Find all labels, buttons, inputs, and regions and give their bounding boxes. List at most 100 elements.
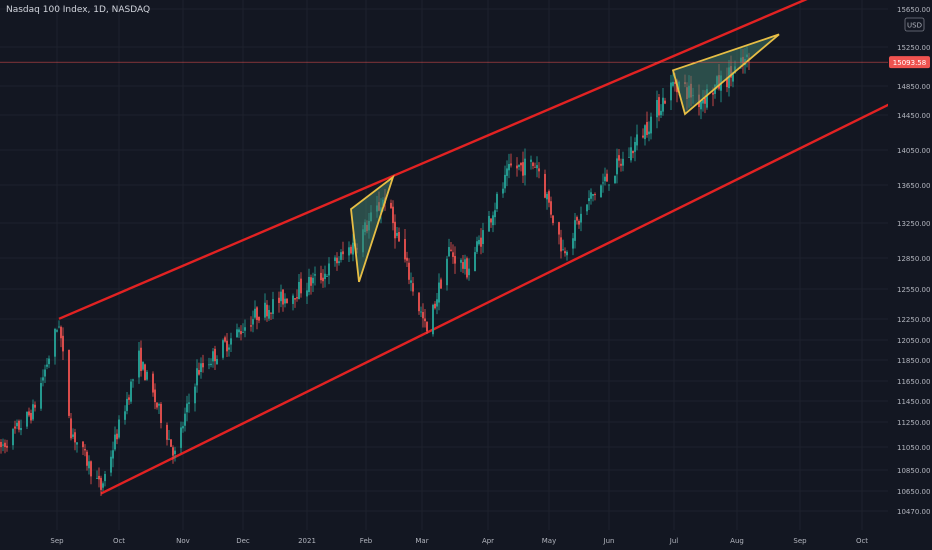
candle bbox=[4, 439, 6, 454]
candle bbox=[174, 446, 176, 462]
candle bbox=[308, 268, 310, 296]
candle bbox=[280, 284, 282, 308]
candle bbox=[450, 241, 452, 252]
candle bbox=[168, 430, 170, 441]
candle bbox=[606, 169, 608, 182]
candle bbox=[656, 90, 658, 129]
price-axis-label: 14450.00 bbox=[897, 112, 930, 120]
candle bbox=[438, 273, 440, 311]
candle bbox=[530, 155, 532, 170]
candle bbox=[328, 257, 330, 285]
candle bbox=[222, 338, 224, 360]
candle bbox=[614, 175, 616, 184]
wedge-triangle[interactable] bbox=[671, 33, 780, 116]
price-axis-label: 11650.00 bbox=[897, 378, 930, 386]
candle bbox=[236, 323, 238, 339]
candle bbox=[72, 428, 74, 439]
candle bbox=[124, 405, 126, 425]
candle bbox=[240, 325, 242, 341]
candle bbox=[138, 342, 140, 384]
candle bbox=[98, 467, 100, 488]
candle bbox=[586, 204, 588, 216]
candle bbox=[636, 124, 638, 151]
candle bbox=[550, 196, 552, 218]
time-axis[interactable]: Sep Oct Nov Dec 2021 Feb Mar Apr May Jun Jul Aug Sep… bbox=[50, 537, 868, 545]
candle bbox=[212, 348, 214, 368]
candle bbox=[84, 444, 86, 457]
candle bbox=[334, 255, 336, 267]
price-axis-label: 11850.00 bbox=[897, 357, 930, 365]
candle bbox=[390, 199, 392, 209]
grid-lines bbox=[0, 0, 888, 530]
candle bbox=[522, 151, 524, 184]
candle bbox=[562, 239, 564, 251]
candle bbox=[504, 165, 506, 193]
candle bbox=[576, 215, 578, 225]
candle bbox=[160, 401, 162, 429]
candle bbox=[420, 306, 422, 317]
price-axis[interactable]: 15650.00 15250.00 14850.00 14450.00 14050.00… bbox=[897, 6, 930, 516]
price-axis-label: 10470.00 bbox=[897, 508, 930, 516]
price-axis-label: 14050.00 bbox=[897, 147, 930, 155]
currency-badge[interactable]: USD bbox=[904, 17, 925, 32]
candle bbox=[342, 241, 344, 261]
candle bbox=[466, 256, 468, 280]
candle bbox=[324, 265, 326, 288]
candle bbox=[592, 193, 594, 202]
channel-lower-line[interactable] bbox=[100, 94, 908, 495]
candle bbox=[534, 162, 536, 168]
candle bbox=[294, 298, 296, 308]
candle bbox=[144, 363, 146, 381]
candle bbox=[474, 246, 476, 272]
candle bbox=[424, 308, 426, 328]
candle bbox=[398, 227, 400, 242]
candle bbox=[110, 450, 112, 477]
time-axis-label: Jun bbox=[603, 537, 615, 545]
time-axis-label: Dec bbox=[236, 537, 250, 545]
wedge-triangle[interactable] bbox=[350, 174, 395, 283]
candle bbox=[502, 182, 504, 198]
candle bbox=[48, 355, 50, 368]
candle bbox=[394, 214, 396, 249]
time-axis-panel[interactable] bbox=[0, 530, 932, 550]
channel-lines bbox=[58, 0, 908, 495]
candle bbox=[70, 412, 72, 441]
candle bbox=[670, 74, 672, 111]
candle bbox=[634, 137, 636, 162]
candle bbox=[286, 298, 288, 304]
candle bbox=[476, 236, 478, 255]
candle bbox=[490, 218, 492, 228]
candle bbox=[82, 441, 84, 456]
candle bbox=[432, 303, 434, 337]
candle bbox=[492, 211, 494, 233]
currency-badge-label: USD bbox=[907, 22, 922, 30]
price-axis-label: 14850.00 bbox=[897, 83, 930, 91]
time-axis-label: Mar bbox=[415, 537, 428, 545]
time-axis-label: Oct bbox=[856, 537, 868, 545]
candle bbox=[644, 124, 646, 146]
channel-upper-line[interactable] bbox=[58, 0, 815, 320]
time-axis-label: Oct bbox=[113, 537, 125, 545]
candle bbox=[200, 357, 202, 379]
candle bbox=[118, 415, 120, 440]
candle bbox=[268, 305, 270, 321]
candle bbox=[170, 439, 172, 447]
price-axis-panel[interactable] bbox=[888, 0, 932, 530]
candle bbox=[86, 449, 88, 471]
candle bbox=[574, 213, 576, 249]
candle bbox=[566, 250, 568, 261]
price-axis-label: 15250.00 bbox=[897, 44, 930, 52]
price-axis-label: 11050.00 bbox=[897, 444, 930, 452]
candle bbox=[338, 256, 340, 266]
candle bbox=[28, 407, 30, 418]
candle bbox=[452, 244, 454, 264]
time-axis-label: Sep bbox=[50, 537, 64, 545]
candle bbox=[460, 258, 462, 272]
candle bbox=[194, 383, 196, 412]
candle bbox=[350, 244, 352, 255]
candle bbox=[74, 428, 76, 451]
candle bbox=[546, 191, 548, 210]
candle bbox=[306, 282, 308, 305]
candle bbox=[230, 332, 232, 353]
